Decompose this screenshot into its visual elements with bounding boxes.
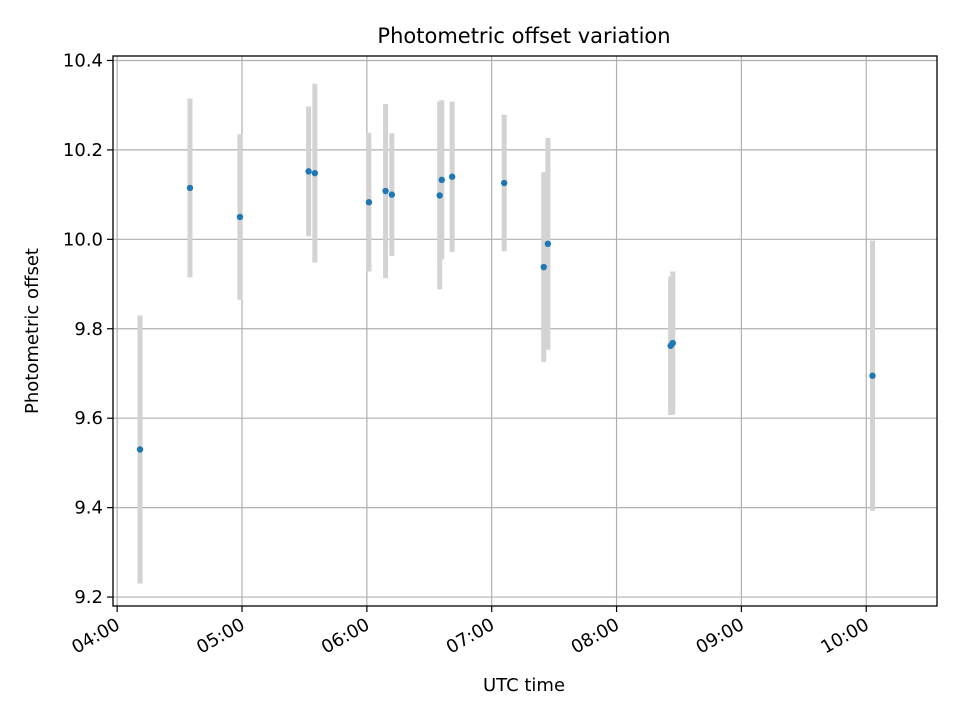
data-point [448,173,456,180]
data-point [382,187,389,195]
chart-title: Photometric offset variation [377,24,670,48]
data-point [305,168,312,175]
data-point [388,191,396,198]
data-point [311,169,319,177]
data-point [186,184,194,192]
y-axis-title: Photometric offset [22,248,43,414]
data-point [236,213,244,221]
y-tick-label: 10.2 [63,140,103,161]
data-point [869,372,876,379]
y-tick-label: 9.8 [74,319,103,340]
plot-frame [112,55,938,607]
grid [113,56,937,606]
x-axis-title: UTC time [483,675,565,696]
data-point [438,176,445,184]
data-point [669,339,676,347]
y-tick-label: 9.4 [74,498,103,519]
data-point [436,192,443,199]
data-point [365,199,373,206]
data-point [540,263,547,271]
data-points [136,168,876,453]
y-tick-label: 10.0 [63,229,103,250]
y-axis: 9.2 9.4 9.6 9.8 10.0 10.2 10.4 [63,50,113,608]
y-tick-label: 9.2 [74,587,103,608]
data-point [136,446,144,453]
y-tick-label: 10.4 [63,50,103,71]
data-point [500,179,508,187]
y-tick-label: 9.6 [74,408,103,429]
data-point [544,240,552,248]
